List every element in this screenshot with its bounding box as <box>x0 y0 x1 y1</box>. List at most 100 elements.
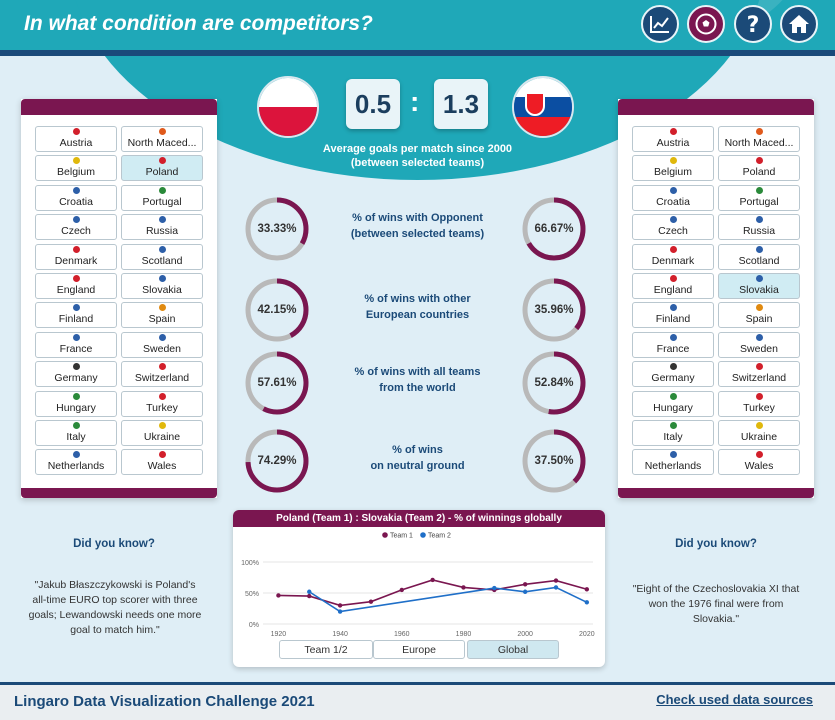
flag-icon <box>755 363 763 371</box>
x-tick-label: 1940 <box>332 631 348 638</box>
team1-team-button[interactable]: Slovakia <box>121 272 203 299</box>
team1-team-button[interactable]: Poland <box>121 155 203 182</box>
team1-team-button[interactable]: France <box>35 331 117 358</box>
team1-team-button[interactable]: Denmark <box>35 243 117 270</box>
ring-value: 52.84% <box>534 377 574 389</box>
team1-team-button[interactable]: Austria <box>35 126 117 152</box>
legend-label: Team 1 <box>390 533 413 540</box>
team-name: Italy <box>663 430 683 443</box>
team1-team-button[interactable]: Wales <box>121 449 203 476</box>
team1-team-button[interactable]: Czech <box>35 214 117 241</box>
team2-team-button[interactable]: Russia <box>718 214 800 241</box>
team-name: Denmark <box>54 254 98 267</box>
stat-label: % of wins with all teams from the world <box>354 366 481 394</box>
team1-team-button[interactable]: Italy <box>35 419 117 446</box>
team1-team-button[interactable]: Turkey <box>121 390 203 417</box>
team1-team-button[interactable]: Croatia <box>35 184 117 211</box>
flag-icon <box>158 304 166 312</box>
team2-team-button[interactable]: Netherlands <box>632 449 714 476</box>
team1-ring: 33.33% <box>244 196 310 262</box>
team2-team-button[interactable]: Czech <box>632 214 714 241</box>
series-point-1 <box>584 587 590 592</box>
team2-team-button[interactable]: Slovakia <box>718 272 800 299</box>
flag-icon <box>755 128 763 135</box>
wins-chart-card: Poland (Team 1) : Slovakia (Team 2) - % … <box>233 510 605 667</box>
data-sources-link[interactable]: Check used data sources <box>656 692 813 707</box>
flag-icon <box>72 274 80 282</box>
team2-team-button[interactable]: Portugal <box>718 184 800 211</box>
team-name: Austria <box>59 137 93 149</box>
team2-team-button[interactable]: Sweden <box>718 331 800 358</box>
flag-icon <box>158 245 166 253</box>
team2-team-button[interactable]: Germany <box>632 361 714 388</box>
team2-team-button[interactable]: Austria <box>632 126 714 152</box>
team2-team-button[interactable]: Switzerland <box>718 361 800 388</box>
chart-filter-global[interactable]: Global <box>467 640 559 659</box>
team-name: Denmark <box>651 254 695 267</box>
stat-label: % of wins with Opponent (between selected… <box>350 212 485 240</box>
header-divider <box>0 50 835 56</box>
team2-team-button[interactable]: North Maced... <box>718 126 800 152</box>
chart-filter-team[interactable]: Team 1/2 <box>279 640 373 659</box>
team-name: Slovakia <box>142 283 182 296</box>
football-icon <box>695 13 717 35</box>
team1-team-button[interactable]: Hungary <box>35 390 117 417</box>
team2-team-button[interactable]: Finland <box>632 302 714 329</box>
team2-team-button[interactable]: Belgium <box>632 155 714 182</box>
team1-team-button[interactable]: Spain <box>121 302 203 329</box>
series-point-1 <box>276 593 281 598</box>
series-point-1 <box>368 599 374 604</box>
team1-team-button[interactable]: Sweden <box>121 331 203 358</box>
team1-team-button[interactable]: Portugal <box>121 184 203 211</box>
team2-team-button[interactable]: Poland <box>718 155 800 182</box>
team2-team-button[interactable]: France <box>632 331 714 358</box>
team2-team-button[interactable]: Denmark <box>632 243 714 270</box>
team-name: Russia <box>145 225 179 238</box>
team2-team-button[interactable]: England <box>632 272 714 299</box>
team2-team-button[interactable]: Croatia <box>632 184 714 211</box>
team2-team-button[interactable]: Italy <box>632 419 714 446</box>
home-nav-button[interactable] <box>780 5 818 43</box>
team1-team-button[interactable]: Scotland <box>121 243 203 270</box>
team2-selector-panel: Austria North Maced... Belgium Poland Croati… <box>618 99 814 498</box>
football-nav-button[interactable] <box>687 5 725 43</box>
team1-team-button[interactable]: Finland <box>35 302 117 329</box>
team1-team-button[interactable]: Belgium <box>35 155 117 182</box>
team2-ring: 35.96% <box>521 277 587 343</box>
team1-team-button[interactable]: Switzerland <box>121 361 203 388</box>
team1-team-button[interactable]: Russia <box>121 214 203 241</box>
chart-nav-button[interactable] <box>641 5 679 43</box>
flag-icon <box>72 421 80 429</box>
team1-team-button[interactable]: England <box>35 272 117 299</box>
team-name: Portugal <box>142 195 182 208</box>
chart-filter-europe[interactable]: Europe <box>373 640 465 659</box>
flag-icon <box>755 304 763 312</box>
help-nav-button[interactable]: ? <box>734 5 772 43</box>
flag-icon <box>72 245 80 253</box>
series-point-1 <box>522 582 528 587</box>
flag-icon <box>72 304 80 312</box>
team1-team-button[interactable]: Germany <box>35 361 117 388</box>
team2-team-button[interactable]: Hungary <box>632 390 714 417</box>
team-name: Switzerland <box>134 372 190 385</box>
team1-team-button[interactable]: Ukraine <box>121 419 203 446</box>
team2-team-button[interactable]: Wales <box>718 449 800 476</box>
team2-team-button[interactable]: Spain <box>718 302 800 329</box>
flag-icon <box>158 333 166 341</box>
flag-icon <box>669 451 677 459</box>
team1-team-button[interactable]: Netherlands <box>35 449 117 476</box>
team-name: Germany <box>651 372 695 385</box>
team1-team-button[interactable]: North Maced... <box>121 126 203 152</box>
team2-team-button[interactable]: Turkey <box>718 390 800 417</box>
x-tick-label: 2020 <box>579 631 595 638</box>
flag-icon <box>755 216 763 224</box>
flag-icon <box>755 186 763 194</box>
team2-team-button[interactable]: Scotland <box>718 243 800 270</box>
home-icon <box>789 15 809 33</box>
team2-team-button[interactable]: Ukraine <box>718 419 800 446</box>
y-tick-label: 50% <box>245 591 259 598</box>
flag-icon <box>755 451 763 459</box>
did-you-know-title-left: Did you know? <box>73 538 155 550</box>
chart-icon <box>650 16 669 33</box>
legend-marker <box>420 532 426 538</box>
